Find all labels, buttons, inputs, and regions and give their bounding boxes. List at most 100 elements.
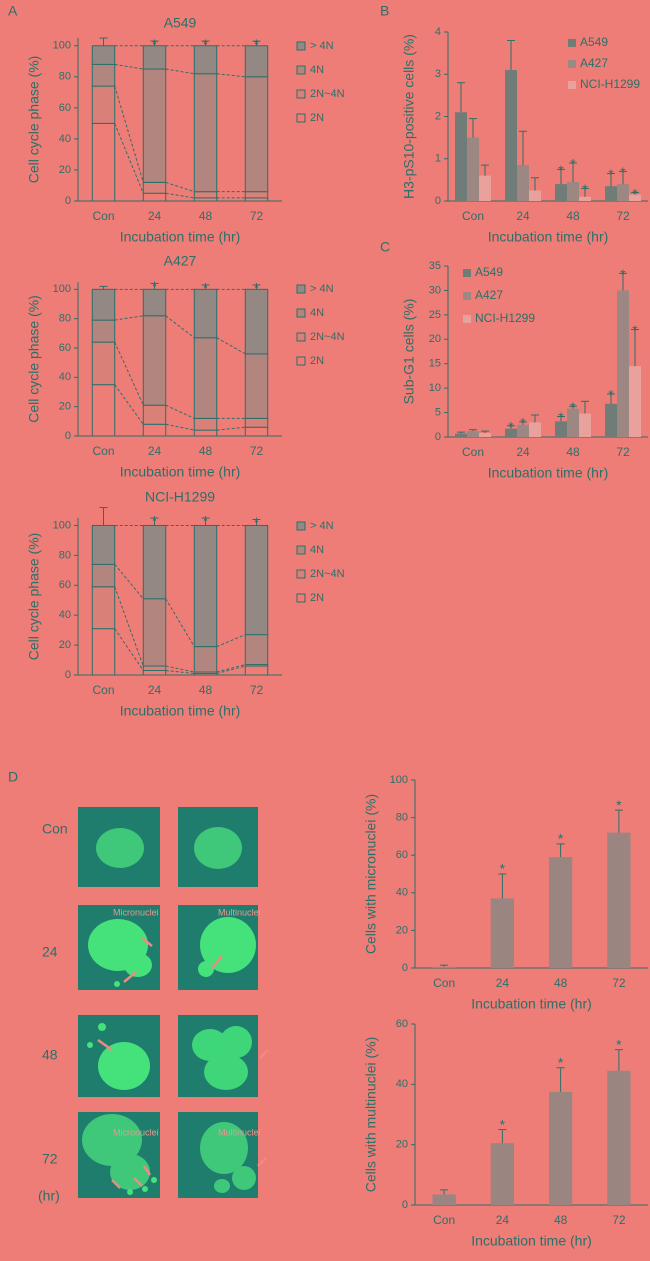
connector xyxy=(216,664,246,673)
bar-segment xyxy=(244,426,269,437)
nucleus xyxy=(198,961,214,977)
image-label: Micronuclei xyxy=(113,907,159,917)
bar-segment xyxy=(91,384,116,437)
connector xyxy=(114,586,144,667)
y-tick-label: 40 xyxy=(59,371,71,383)
y-tick-label: 40 xyxy=(396,887,408,899)
x-tick-label: 48 xyxy=(566,445,580,459)
chart-title: NCI-H1299 xyxy=(145,489,215,505)
x-tick-label: Con xyxy=(92,444,114,458)
significance: * xyxy=(620,164,626,180)
arrow xyxy=(211,955,223,969)
arrows xyxy=(97,937,269,1189)
legend-label: A427 xyxy=(475,288,503,302)
bar xyxy=(490,898,515,968)
connector xyxy=(216,634,246,648)
legend-label: A549 xyxy=(475,265,503,279)
connector xyxy=(114,85,144,183)
bar xyxy=(617,184,629,201)
legend-swatch xyxy=(296,356,306,366)
legend-label: 4N xyxy=(310,544,324,556)
x-tick-label: 48 xyxy=(199,683,213,697)
x-tick-label: Con xyxy=(433,1213,455,1227)
legend-label: 4N xyxy=(310,64,324,76)
micronucleus xyxy=(151,1177,157,1183)
connector xyxy=(165,68,195,75)
y-tick-label: 1 xyxy=(435,153,441,165)
x-axis-title: Incubation time (hr) xyxy=(471,996,592,1012)
x-tick-label: 72 xyxy=(612,976,626,990)
connector xyxy=(114,63,144,70)
row-label: (hr) xyxy=(38,1188,60,1204)
y-tick-label: 80 xyxy=(59,71,71,83)
x-tick-label: 24 xyxy=(496,976,510,990)
y-axis-title: Sub-G1 cells (%) xyxy=(401,299,417,405)
bar-segment xyxy=(142,181,167,194)
nucleus xyxy=(82,1114,142,1166)
bar xyxy=(555,421,567,437)
bar-segment xyxy=(193,191,218,199)
bar xyxy=(479,433,491,437)
bar xyxy=(529,190,541,201)
connector xyxy=(114,123,144,194)
connector xyxy=(216,73,246,78)
bar-segment xyxy=(142,192,167,202)
arrow xyxy=(257,1157,267,1167)
connector xyxy=(114,384,144,425)
y-tick-label: 4 xyxy=(435,26,441,38)
bar-segment xyxy=(193,337,218,419)
y-tick-label: 0 xyxy=(402,1199,408,1211)
x-tick-label: 48 xyxy=(199,444,213,458)
bar-segment xyxy=(91,628,116,676)
row-label: 72 xyxy=(42,1151,58,1167)
bar xyxy=(629,366,641,437)
x-tick-label: Con xyxy=(462,209,484,223)
x-tick-label: 72 xyxy=(250,444,264,458)
bar-segment xyxy=(244,524,269,636)
connector xyxy=(165,665,195,673)
significance: * xyxy=(570,399,576,415)
legend-swatch xyxy=(296,569,306,579)
bar-segment xyxy=(142,670,167,676)
micrographs: Micronuclei Multinuclei Micronuclei Mult… xyxy=(38,807,269,1204)
x-tick-label: Con xyxy=(433,976,455,990)
bar-segment xyxy=(142,598,167,667)
x-tick-label: 48 xyxy=(554,1213,568,1227)
panel-label: A xyxy=(8,3,18,19)
micronucleus xyxy=(142,1186,148,1192)
x-tick-label: 48 xyxy=(199,209,213,223)
y-tick-label: 0 xyxy=(65,669,71,681)
legend-label: A427 xyxy=(580,56,608,70)
nucleus xyxy=(98,1042,150,1090)
y-tick-label: 3 xyxy=(435,68,441,80)
bar xyxy=(607,832,631,968)
nucleus xyxy=(192,1029,228,1061)
x-tick-label: Con xyxy=(92,209,114,223)
bar xyxy=(505,70,517,202)
y-tick-label: 40 xyxy=(59,133,71,145)
panel-label: B xyxy=(380,3,389,19)
legend-label: 2N~4N xyxy=(310,568,345,580)
chart-title: A549 xyxy=(164,15,197,31)
y-axis-title: H3-pS10-positive cells (%) xyxy=(401,34,417,199)
y-tick-label: 100 xyxy=(53,40,71,52)
x-tick-label: 24 xyxy=(516,445,530,459)
y-tick-label: 20 xyxy=(396,924,408,936)
x-axis-title: Incubation time (hr) xyxy=(488,229,609,245)
legend-label: 4N xyxy=(310,307,324,319)
arrow xyxy=(123,971,137,983)
y-tick-label: 40 xyxy=(396,1078,408,1090)
y-tick-label: 10 xyxy=(429,382,441,394)
legend-swatch xyxy=(296,113,306,123)
bar xyxy=(548,1091,573,1205)
significance: * xyxy=(520,415,526,431)
bar-segment xyxy=(193,73,218,193)
legend-label: > 4N xyxy=(310,283,334,295)
legend-swatch xyxy=(463,292,471,300)
x-tick-label: 48 xyxy=(554,976,568,990)
significance: * xyxy=(620,266,626,282)
bar-segment xyxy=(244,417,269,428)
connector xyxy=(165,670,195,675)
y-tick-label: 100 xyxy=(390,774,408,786)
